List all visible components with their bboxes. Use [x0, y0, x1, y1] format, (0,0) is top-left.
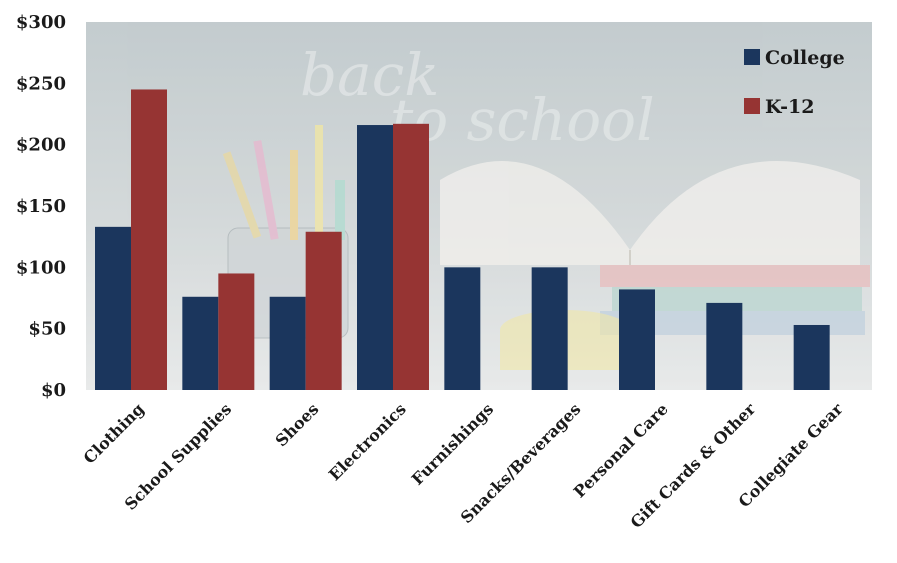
y-tick-label: $250: [16, 73, 66, 94]
y-tick-label: $0: [41, 380, 66, 401]
bar-college-2: [269, 296, 306, 390]
bar-college-4: [444, 267, 481, 390]
x-category-label: Personal Care: [570, 399, 672, 501]
x-category-label: Electronics: [325, 399, 410, 484]
bar-k-12-1: [218, 273, 255, 390]
bar-college-1: [182, 296, 219, 390]
legend-swatch-college: [744, 49, 760, 65]
y-tick-label: $100: [16, 257, 66, 278]
x-category-label: Furnishings: [408, 399, 497, 488]
bar-college-6: [619, 289, 655, 390]
bar-college-3: [357, 125, 393, 390]
x-category-label: Shoes: [272, 399, 323, 450]
bar-college-5: [531, 267, 568, 390]
bar-college-0: [95, 226, 131, 390]
x-category-label: Clothing: [80, 399, 148, 467]
bars: [95, 89, 830, 391]
y-tick-label: $300: [16, 12, 66, 33]
legend-label-k12: K-12: [765, 96, 814, 118]
bar-college-8: [793, 324, 830, 390]
legend: College K-12: [744, 47, 845, 118]
y-axis-ticks: $0 $50 $100 $150 $200 $250 $300: [16, 12, 66, 401]
y-tick-label: $150: [16, 196, 66, 217]
bar-k-12-0: [131, 89, 167, 390]
bar-college-7: [706, 302, 743, 390]
bar-k-12-3: [393, 123, 429, 391]
bar-k-12-2: [305, 231, 342, 390]
legend-label-college: College: [765, 47, 845, 69]
legend-swatch-k12: [744, 98, 760, 114]
y-tick-label: $200: [16, 135, 66, 156]
chalk-writing: back: [300, 41, 439, 109]
chalk-writing-2: to school: [390, 86, 655, 154]
y-tick-label: $50: [28, 319, 66, 340]
